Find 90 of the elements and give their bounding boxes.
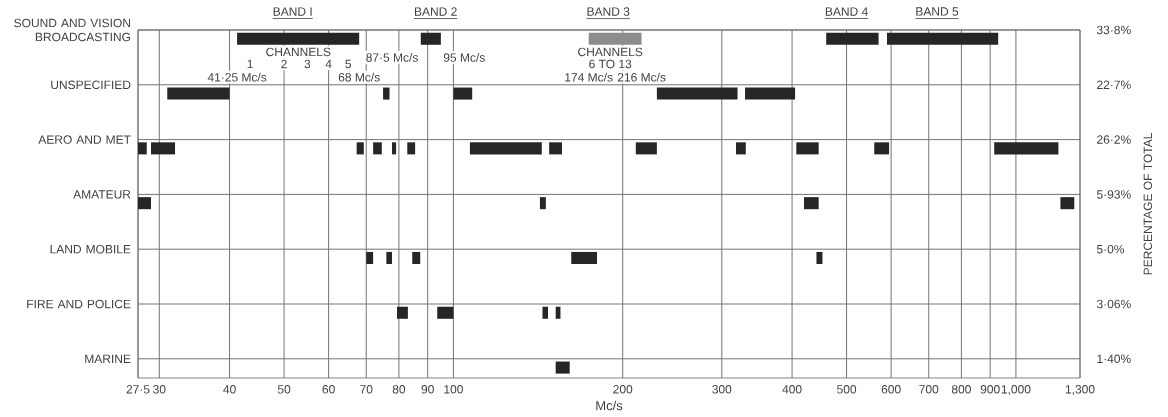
text: 22·7% <box>1097 80 1131 90</box>
x-tick-label: 700 <box>919 385 939 394</box>
x-tick-label: 80 <box>392 385 406 394</box>
bar <box>588 32 642 45</box>
bar <box>383 87 390 100</box>
bar <box>571 251 597 264</box>
annotation: 3 <box>304 59 311 69</box>
x-tick-label: 200 <box>613 385 633 394</box>
y-tick-label: AERO AND MET <box>38 135 131 144</box>
bar <box>803 197 819 210</box>
bar <box>366 251 374 264</box>
x-tick-label: 90 <box>421 385 434 394</box>
x-tick-label: 40 <box>223 385 236 394</box>
annotation: 1 <box>247 59 253 69</box>
bar <box>874 142 890 155</box>
bar <box>469 142 542 155</box>
annotation: BAND I <box>273 7 312 16</box>
x-tick-label: 30 <box>153 385 166 394</box>
annotation: 6 TO 13 <box>589 59 632 69</box>
x-tick-label: 1,300 <box>1065 385 1095 395</box>
bar <box>635 142 657 155</box>
annotation: BAND 2 <box>414 7 457 16</box>
bar <box>373 142 382 155</box>
annotation: 41·25 Mc/s <box>207 72 267 82</box>
y-tick-label: SOUND AND VISION BROADCASTING <box>14 18 131 42</box>
bar <box>555 361 570 374</box>
bar <box>138 142 147 155</box>
annotation: 2 <box>281 59 287 69</box>
x-tick-label: 800 <box>951 385 971 394</box>
x-tick-label: 27·5 <box>126 385 150 394</box>
text: 3·06% <box>1096 299 1131 309</box>
x-tick-label: 60 <box>322 385 335 394</box>
x-tick-label: 100 <box>444 385 463 394</box>
x-tick-label: 300 <box>712 385 732 394</box>
text: 26·2% <box>1097 135 1131 144</box>
annotation: 5 <box>345 59 351 69</box>
annotation: 95 Mc/s <box>443 52 485 62</box>
bar <box>356 142 364 155</box>
bar <box>796 142 819 155</box>
annotation: 87·5 Mc/s <box>366 52 418 62</box>
x-axis-title: Mc/s <box>596 400 623 411</box>
bar <box>151 142 176 155</box>
annotation: 216 Mc/s <box>617 72 666 82</box>
bar <box>397 306 408 319</box>
annotation: BAND 4 <box>825 7 868 16</box>
x-tick-label: 600 <box>881 385 901 394</box>
text: 5·93% <box>1096 190 1131 199</box>
y-tick-label: AMATEUR <box>73 190 131 199</box>
y-tick-label: FIRE AND POLICE <box>27 299 131 309</box>
annotation: 4 <box>325 59 332 69</box>
annotation: BAND 3 <box>587 7 630 16</box>
x-tick-label: 70 <box>360 385 373 394</box>
annotation: CHANNELS <box>578 47 643 57</box>
x-tick-label: 1,000 <box>1001 385 1031 395</box>
text: 5·0% <box>1096 244 1125 254</box>
bar <box>826 32 879 45</box>
bar <box>420 32 441 45</box>
bar <box>453 87 473 100</box>
text: 1·40% <box>1097 354 1131 364</box>
y2-axis-title: PERCENTAGE OF TOTAL <box>1143 133 1153 275</box>
x-tick-label: 900 <box>980 385 1000 394</box>
bar <box>167 87 230 100</box>
bar <box>1060 197 1075 210</box>
bar <box>994 142 1059 155</box>
annotation: CHANNELS <box>266 47 331 57</box>
annotation: 174 Mc/s <box>565 72 613 82</box>
y-tick-label: MARINE <box>85 354 131 363</box>
bar <box>392 142 397 155</box>
bar <box>542 306 549 319</box>
bar <box>745 87 796 100</box>
bar <box>237 32 360 45</box>
bar <box>386 251 393 264</box>
bar <box>138 197 152 210</box>
x-tick-label: 50 <box>277 385 291 394</box>
bar <box>656 87 738 100</box>
y-tick-label: UNSPECIFIED <box>51 80 131 90</box>
bar <box>816 251 823 264</box>
bar <box>437 306 454 319</box>
annotation: 68 Mc/s <box>338 72 380 82</box>
y-tick-label: LAND MOBILE <box>50 244 131 254</box>
bar <box>407 142 416 155</box>
text: 33·8% <box>1096 25 1131 35</box>
bar <box>887 32 999 45</box>
bar <box>412 251 421 264</box>
bar <box>539 197 546 210</box>
x-tick-label: 500 <box>837 385 857 394</box>
bar <box>549 142 563 155</box>
annotation: BAND 5 <box>916 7 959 16</box>
bar <box>736 142 746 155</box>
x-tick-label: 400 <box>782 385 802 394</box>
